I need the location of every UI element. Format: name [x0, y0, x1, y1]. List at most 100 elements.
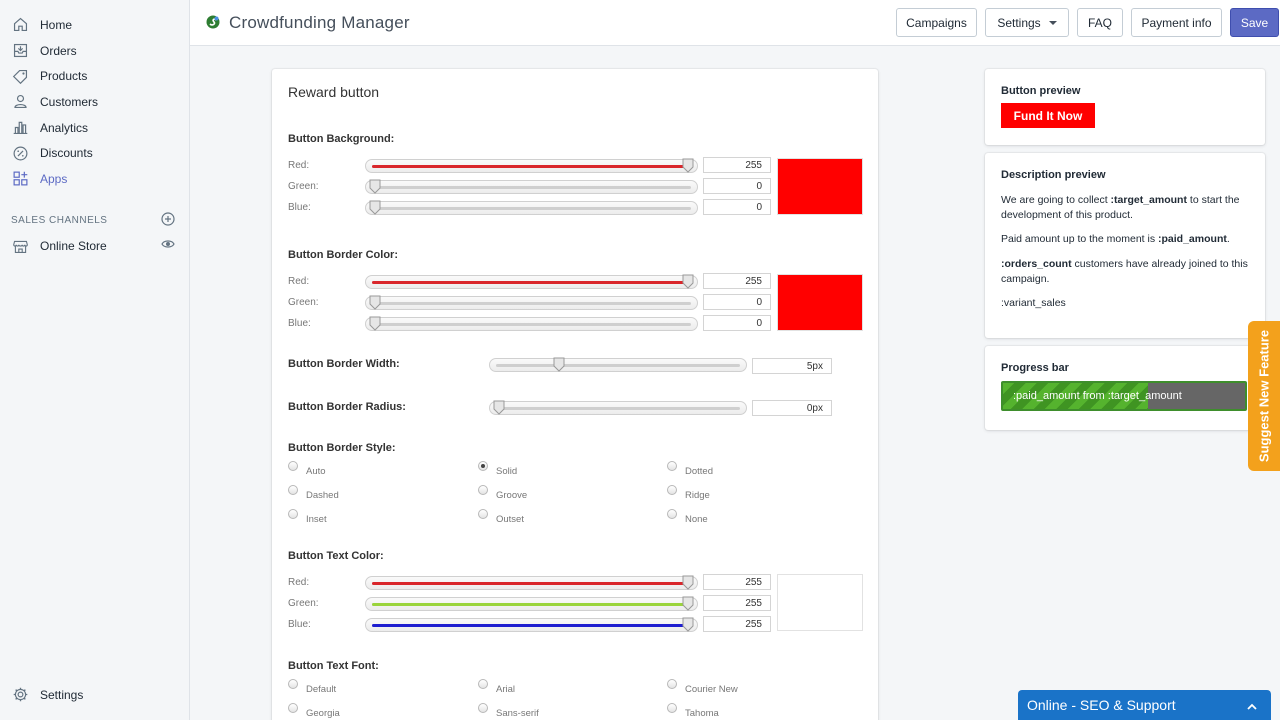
sidebar-nav: Home Orders Products Customers Analytics… [0, 12, 189, 192]
sidebar-item-online-store[interactable]: Online Store [0, 233, 175, 259]
border-style-option[interactable]: Dashed [288, 485, 339, 501]
border-green-slider[interactable] [365, 295, 698, 310]
radio-icon[interactable] [288, 461, 298, 471]
option-label: Outset [496, 514, 524, 525]
radio-icon[interactable] [667, 485, 677, 495]
option-label: Auto [306, 466, 326, 477]
text-blue-input[interactable] [703, 616, 771, 632]
border-style-option[interactable]: Solid [478, 461, 517, 477]
text-font-label: Button Text Font: [288, 660, 379, 672]
radio-icon[interactable] [288, 703, 298, 713]
sidebar-item-label: Settings [40, 687, 84, 702]
sidebar-item-products[interactable]: Products [0, 63, 189, 89]
sidebar-item-settings[interactable]: Settings [0, 682, 83, 708]
person-icon [11, 93, 29, 111]
button-preview-card: Button preview Fund It Now [985, 69, 1265, 145]
text-green-input[interactable] [703, 595, 771, 611]
bg-green-input[interactable] [703, 178, 771, 194]
payment-info-button[interactable]: Payment info [1131, 8, 1222, 37]
sales-channels-label: SALES CHANNELS [11, 215, 108, 226]
radio-checked-icon[interactable] [478, 461, 488, 471]
font-option[interactable]: Arial [478, 679, 516, 695]
option-label: None [685, 514, 708, 525]
font-option[interactable]: Georgia [288, 703, 340, 719]
radio-icon[interactable] [478, 485, 488, 495]
radio-icon[interactable] [288, 509, 298, 519]
add-channel-icon[interactable] [161, 212, 175, 229]
border-style-option[interactable]: None [667, 509, 708, 525]
suggest-feature-tab[interactable]: Suggest New Feature [1248, 321, 1280, 471]
font-option[interactable]: Courier New [667, 679, 738, 695]
border-width-slider[interactable] [489, 357, 747, 372]
text-green-slider[interactable] [365, 596, 698, 611]
bg-blue-slider[interactable] [365, 200, 698, 215]
border-green-input[interactable] [703, 294, 771, 310]
radio-icon[interactable] [667, 679, 677, 689]
option-label: Tahoma [685, 708, 719, 719]
border-style-option[interactable]: Auto [288, 461, 326, 477]
border-red-slider[interactable] [365, 274, 698, 289]
radio-icon[interactable] [288, 485, 298, 495]
bg-red-slider[interactable] [365, 158, 698, 173]
border-width-input[interactable] [752, 358, 832, 374]
radio-icon[interactable] [478, 703, 488, 713]
sidebar-item-label: Products [40, 69, 88, 84]
border-red-input[interactable] [703, 273, 771, 289]
sidebar-item-analytics[interactable]: Analytics [0, 115, 189, 141]
chevron-up-icon[interactable] [1247, 697, 1257, 713]
border-color-swatch [777, 274, 863, 331]
radio-icon[interactable] [478, 679, 488, 689]
campaigns-button[interactable]: Campaigns [896, 8, 977, 37]
bg-blue-input[interactable] [703, 199, 771, 215]
border-style-option[interactable]: Dotted [667, 461, 713, 477]
settings-button-label: Settings [997, 15, 1041, 30]
progress-bar-card: Progress bar :paid_amount from :target_a… [985, 346, 1265, 430]
radio-icon[interactable] [667, 703, 677, 713]
radio-icon[interactable] [288, 679, 298, 689]
sidebar-item-label: Apps [40, 171, 68, 186]
faq-button[interactable]: FAQ [1077, 8, 1123, 37]
support-chat-bar[interactable]: Online - SEO & Support [1018, 690, 1271, 720]
border-radius-slider[interactable] [489, 400, 747, 415]
save-button[interactable]: Save [1230, 8, 1279, 37]
online-store-link[interactable]: Online Store [0, 233, 107, 259]
text-red-input[interactable] [703, 574, 771, 590]
border-blue-slider[interactable] [365, 316, 698, 331]
sidebar-item-home[interactable]: Home [0, 12, 189, 38]
sidebar-item-label: Analytics [40, 120, 89, 135]
border-blue-input[interactable] [703, 315, 771, 331]
description-paragraph: :variant_sales [1001, 297, 1066, 309]
fund-it-now-button[interactable]: Fund It Now [1001, 103, 1095, 128]
text-green-label: Green: [288, 598, 319, 609]
text-red-slider[interactable] [365, 575, 698, 590]
faq-button-label: FAQ [1087, 15, 1112, 30]
description-preview-card: Description preview We are going to coll… [985, 153, 1265, 338]
card-title: Reward button [288, 84, 380, 100]
sidebar-item-orders[interactable]: Orders [0, 38, 189, 64]
sidebar-item-apps[interactable]: Apps [0, 166, 189, 192]
bg-green-slider[interactable] [365, 179, 698, 194]
text-blue-slider[interactable] [365, 617, 698, 632]
sidebar-item-label: Orders [40, 43, 77, 58]
border-style-option[interactable]: Outset [478, 509, 524, 525]
eye-icon[interactable] [161, 237, 175, 256]
radio-icon[interactable] [667, 461, 677, 471]
font-option[interactable]: Tahoma [667, 703, 719, 719]
border-style-option[interactable]: Ridge [667, 485, 710, 501]
text-blue-label: Blue: [288, 619, 311, 630]
border-style-option[interactable]: Groove [478, 485, 527, 501]
radio-icon[interactable] [478, 509, 488, 519]
sidebar-item-customers[interactable]: Customers [0, 89, 189, 115]
discount-icon [11, 144, 29, 162]
settings-dropdown-button[interactable]: Settings [985, 8, 1069, 37]
bg-red-input[interactable] [703, 157, 771, 173]
font-option[interactable]: Default [288, 679, 336, 695]
top-bar: Crowdfunding Manager Campaigns Settings … [190, 0, 1280, 46]
border-width-label: Button Border Width: [288, 358, 400, 370]
option-label: Arial [496, 684, 516, 695]
border-style-option[interactable]: Inset [288, 509, 327, 525]
border-radius-input[interactable] [752, 400, 832, 416]
radio-icon[interactable] [667, 509, 677, 519]
sidebar-item-discounts[interactable]: Discounts [0, 140, 189, 166]
font-option[interactable]: Sans-serif [478, 703, 539, 719]
